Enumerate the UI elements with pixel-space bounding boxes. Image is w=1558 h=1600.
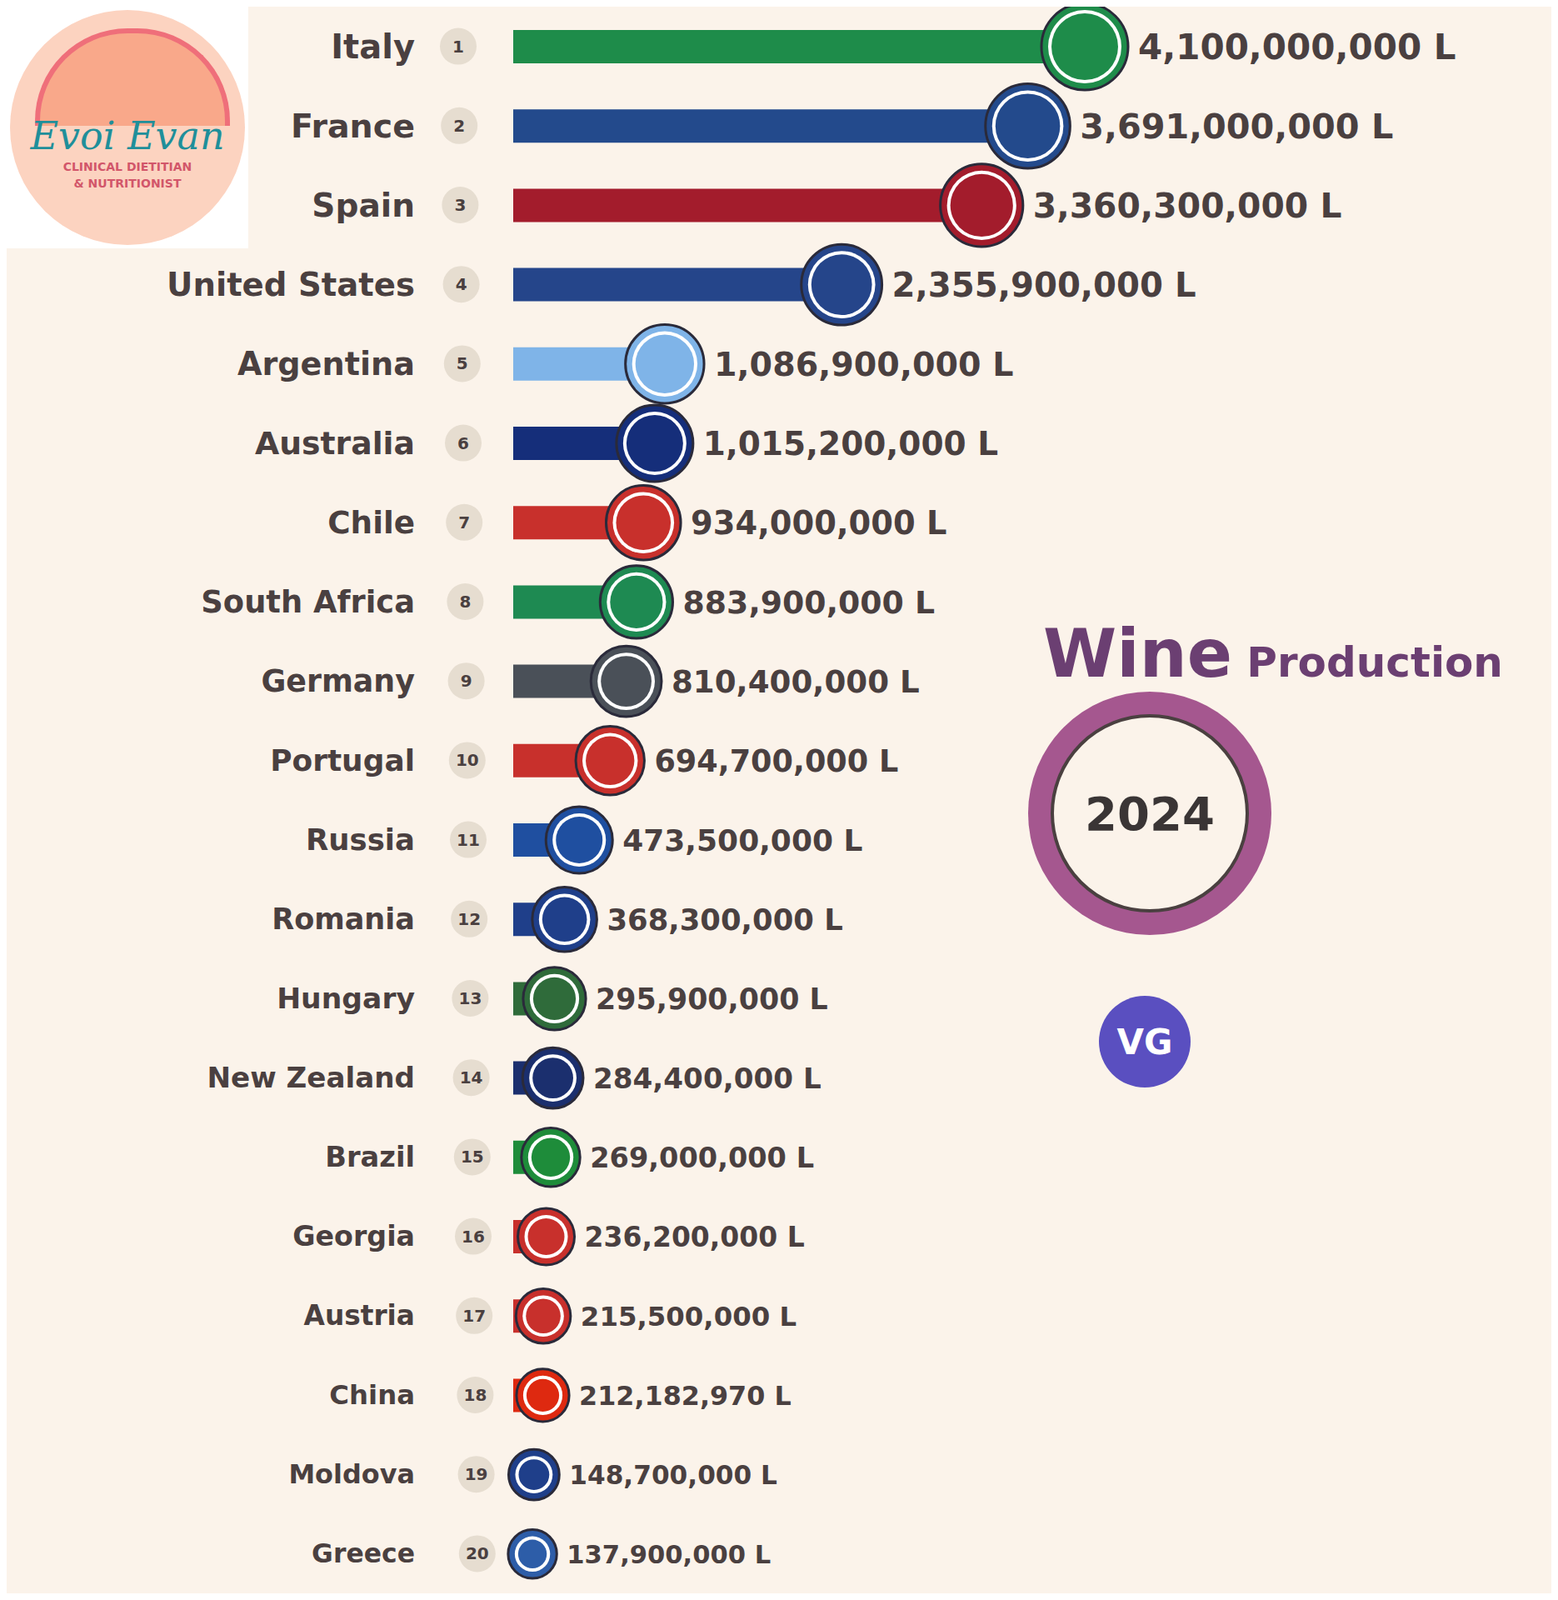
svg-text:China: China <box>329 1378 415 1411</box>
svg-text:17: 17 <box>462 1305 486 1326</box>
svg-text:9: 9 <box>460 670 473 691</box>
svg-text:215,500,000 L: 215,500,000 L <box>580 1300 797 1333</box>
svg-text:Germany: Germany <box>260 663 415 700</box>
svg-text:Moldova: Moldova <box>288 1458 415 1490</box>
svg-text:1: 1 <box>452 36 465 57</box>
html-text:2024: 2024 <box>1084 786 1215 841</box>
svg-text:Spain: Spain <box>311 186 415 225</box>
svg-text:236,200,000 L: 236,200,000 L <box>584 1220 805 1254</box>
svg-text:148,700,000 L: 148,700,000 L <box>569 1459 778 1490</box>
svg-text:3,691,000,000 L: 3,691,000,000 L <box>1079 106 1394 147</box>
svg-text:4,100,000,000 L: 4,100,000,000 L <box>1138 26 1457 68</box>
svg-text:7: 7 <box>458 512 470 533</box>
svg-text:Australia: Australia <box>254 424 415 462</box>
svg-text:10: 10 <box>455 749 480 770</box>
svg-text:934,000,000 L: 934,000,000 L <box>690 504 947 542</box>
html-text:VG: VG <box>1116 1021 1173 1062</box>
svg-text:295,900,000 L: 295,900,000 L <box>595 982 829 1016</box>
html-text:Evoi Evan: Evoi Evan <box>30 113 225 159</box>
svg-text:New Zealand: New Zealand <box>206 1060 415 1094</box>
svg-text:694,700,000 L: 694,700,000 L <box>654 743 899 779</box>
svg-text:Greece: Greece <box>311 1538 415 1568</box>
svg-text:Georgia: Georgia <box>292 1219 415 1253</box>
svg-text:12: 12 <box>457 908 481 929</box>
html-text:& NUTRITIONIST: & NUTRITIONIST <box>73 176 182 190</box>
svg-text:Italy: Italy <box>330 27 415 66</box>
svg-text:Romania: Romania <box>271 901 415 936</box>
svg-text:2: 2 <box>453 115 465 136</box>
svg-text:Russia: Russia <box>305 822 415 857</box>
svg-text:3: 3 <box>454 194 466 215</box>
svg-text:1,086,900,000 L: 1,086,900,000 L <box>714 344 1014 384</box>
svg-text:United States: United States <box>166 265 415 304</box>
svg-text:137,900,000 L: 137,900,000 L <box>566 1539 771 1569</box>
svg-text:5: 5 <box>456 353 469 374</box>
svg-text:20: 20 <box>465 1543 490 1563</box>
svg-text:France: France <box>290 106 415 145</box>
svg-text:18: 18 <box>463 1384 487 1405</box>
svg-text:14: 14 <box>459 1067 484 1088</box>
svg-text:Portugal: Portugal <box>269 743 415 778</box>
svg-text:Austria: Austria <box>304 1299 415 1332</box>
svg-text:4: 4 <box>455 274 468 295</box>
svg-text:Brazil: Brazil <box>324 1140 415 1174</box>
svg-text:3,360,300,000 L: 3,360,300,000 L <box>1033 185 1343 226</box>
svg-text:15: 15 <box>460 1146 485 1167</box>
svg-text:16: 16 <box>461 1226 485 1247</box>
svg-text:883,900,000 L: 883,900,000 L <box>682 584 935 621</box>
svg-text:8: 8 <box>459 591 471 612</box>
svg-text:1,015,200,000 L: 1,015,200,000 L <box>703 424 999 463</box>
svg-text:13: 13 <box>458 988 482 1009</box>
svg-text:Hungary: Hungary <box>276 981 415 1015</box>
svg-text:284,400,000 L: 284,400,000 L <box>593 1061 822 1095</box>
svg-text:2,355,900,000 L: 2,355,900,000 L <box>892 265 1197 305</box>
svg-text:6: 6 <box>457 433 470 454</box>
svg-text:368,300,000 L: 368,300,000 L <box>606 902 843 937</box>
html-text:CLINICAL DIETITIAN: CLINICAL DIETITIAN <box>62 159 192 174</box>
svg-text:Chile: Chile <box>327 504 415 541</box>
svg-text:19: 19 <box>464 1463 489 1484</box>
svg-text:212,182,970 L: 212,182,970 L <box>579 1379 792 1411</box>
svg-text:269,000,000 L: 269,000,000 L <box>589 1141 814 1174</box>
svg-text:South Africa: South Africa <box>200 584 415 620</box>
svg-text:473,500,000 L: 473,500,000 L <box>622 823 863 858</box>
svg-text:Argentina: Argentina <box>237 345 415 383</box>
html-text:WineProduction: WineProduction <box>1043 614 1504 693</box>
svg-text:810,400,000 L: 810,400,000 L <box>671 663 920 700</box>
svg-text:11: 11 <box>456 829 480 850</box>
